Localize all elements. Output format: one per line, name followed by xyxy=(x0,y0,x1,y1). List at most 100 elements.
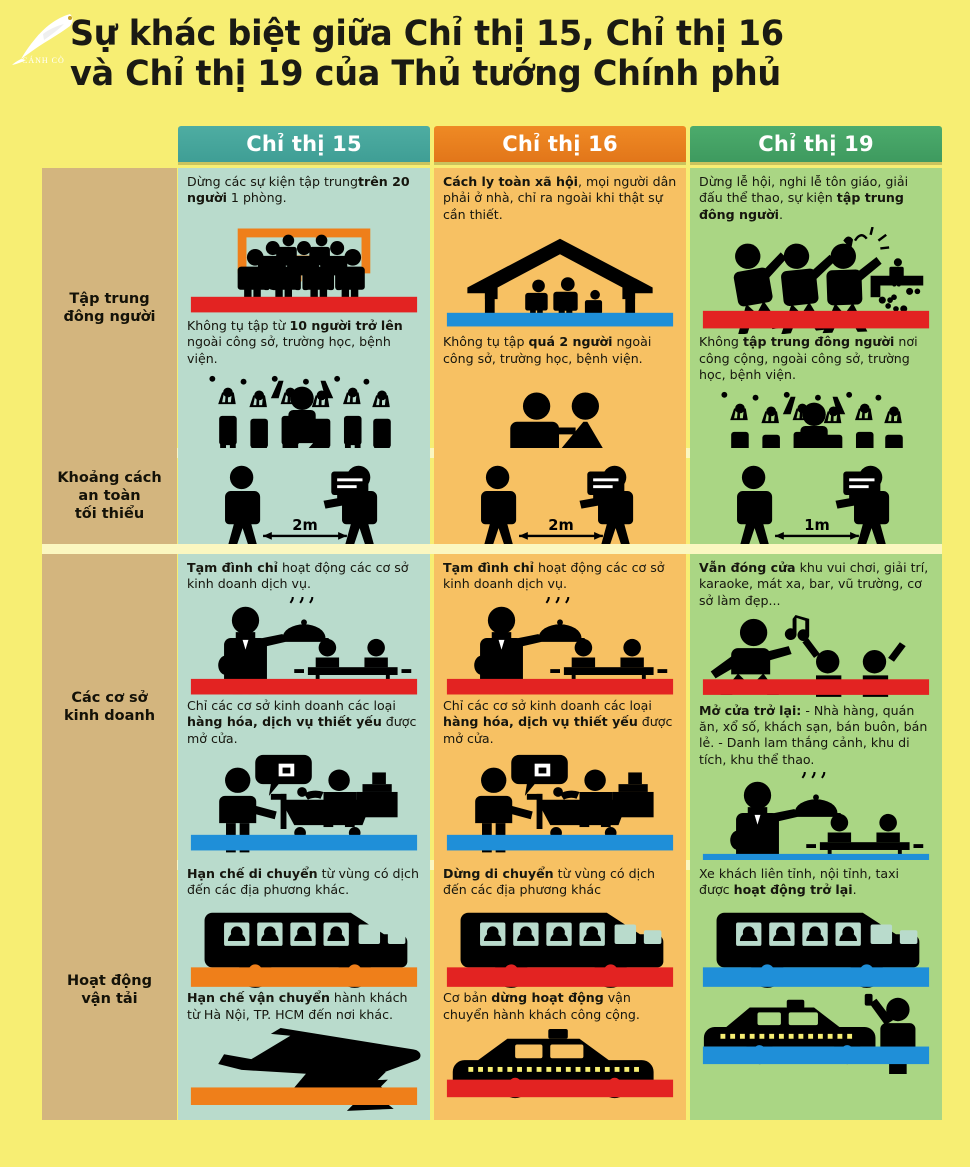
text-emphasis: hoạt động trở lại xyxy=(733,882,853,898)
text-tail: từ vùng có dịch đến các địa phương khác. xyxy=(187,866,419,898)
text-tail: ngoài công sở, trường học, bệnh viện. xyxy=(443,334,652,366)
crowd-cheering-icon xyxy=(187,371,421,448)
cell-text: Hạn chế vận chuyển hành khách từ Hà Nội,… xyxy=(187,990,421,1023)
logo-caption: CÁNH CÒ xyxy=(22,56,65,65)
text-lead: Dừng lễ hội, nghi lễ tôn giáo, giải đấu … xyxy=(699,174,909,206)
text-lead: Không tụ tập từ xyxy=(187,317,290,333)
text-emphasis: hàng hóa, dịch vụ thiết yếu xyxy=(443,714,638,730)
cell-text: Vẫn đóng cửa khu vui chơi, giải trí, kar… xyxy=(699,560,933,609)
text-lead: Chỉ các cơ sở kinh doanh các loại xyxy=(187,698,396,714)
text-emphasis: Dừng di chuyển xyxy=(443,866,554,881)
text-emphasis: 10 người trở lên xyxy=(289,317,403,333)
taxi-icon xyxy=(443,1027,677,1101)
text-emphasis: Tạm đình chỉ xyxy=(443,560,534,575)
cell-gathering-ct16[interactable]: Cách ly toàn xã hội, mọi người dân phải … xyxy=(434,168,686,448)
text-emphasis: quá 2 người xyxy=(528,334,613,350)
row-label-transport: Hoạt động vận tải xyxy=(42,860,177,1120)
crowd-cheering-icon xyxy=(699,387,933,448)
bus-icon xyxy=(443,903,677,991)
row-label-distance: Khoảng cách an toàn tối thiểu xyxy=(42,448,177,544)
cell-text: Không tụ tập quá 2 người ngoài công sở, … xyxy=(443,334,677,367)
svg-text:2m: 2m xyxy=(292,517,317,534)
column-header-label: Chỉ thị 16 xyxy=(502,132,618,156)
cell-distance-ct16[interactable]: 2m xyxy=(434,448,686,544)
page-header: CÁNH CÒ Sự khác biệt giữa Chỉ thị 15, Ch… xyxy=(0,0,970,122)
cell-business-ct19[interactable]: Vẫn đóng cửa khu vui chơi, giải trí, kar… xyxy=(690,554,942,860)
two-people-distance-icon: 2m xyxy=(443,454,677,544)
text-lead: Không xyxy=(699,334,743,350)
text-emphasis: trên 20 người xyxy=(187,174,410,206)
row-separator xyxy=(42,544,942,554)
text-tail: hoạt động các cơ sở kinh doanh dịch vụ. xyxy=(187,560,409,592)
cell-text: Chỉ các cơ sở kinh doanh các loại hàng h… xyxy=(187,698,421,747)
two-people-icon xyxy=(443,371,677,448)
column-header-ct16[interactable]: Chỉ thị 16 xyxy=(434,126,686,162)
text-emphasis: hàng hóa, dịch vụ thiết yếu xyxy=(187,714,382,730)
cell-text: Chỉ các cơ sở kinh doanh các loại hàng h… xyxy=(443,698,677,747)
cell-gathering-ct19[interactable]: Dừng lễ hội, nghi lễ tôn giáo, giải đấu … xyxy=(690,168,942,448)
cell-business-ct16[interactable]: Tạm đình chỉ hoạt động các cơ sở kinh do… xyxy=(434,554,686,860)
stork-logo: CÁNH CÒ xyxy=(10,8,82,66)
column-gutter xyxy=(430,122,434,1167)
two-people-distance-icon: 2m xyxy=(187,454,421,544)
text-emphasis: Tạm đình chỉ xyxy=(187,560,278,575)
text-tail: . xyxy=(778,206,783,222)
text-tail: , mọi người dân phải ở nhà, chỉ ra ngoài… xyxy=(443,174,677,222)
column-header-row: Chỉ thị 15 Chỉ thị 16 Chỉ thị 19 xyxy=(0,122,970,164)
cell-text: Dừng di chuyển từ vùng có dịch đến các đ… xyxy=(443,866,677,899)
text-emphasis: Hạn chế di chuyển xyxy=(187,866,318,881)
text-tail: vận chuyển hành khách công cộng. xyxy=(443,990,640,1022)
column-header-label: Chỉ thị 15 xyxy=(246,132,362,156)
text-lead: Xe khách liên tỉnh, nội tỉnh, taxi được xyxy=(699,866,900,898)
bus-icon xyxy=(699,903,933,991)
two-people-distance-icon: 1m xyxy=(699,454,933,544)
comparison-grid: Chỉ thị 15 Chỉ thị 16 Chỉ thị 19 Tập tru… xyxy=(0,122,970,1167)
text-tail: nơi công cộng, ngoài công sở, trường học… xyxy=(699,334,918,383)
text-lead: Chỉ các cơ sở kinh doanh các loại xyxy=(443,698,652,714)
text-tail: - Nhà hàng, quán ăn, xổ số, khách sạn, b… xyxy=(699,702,928,767)
column-header-ct15[interactable]: Chỉ thị 15 xyxy=(178,126,430,162)
cell-text: Không tập trung đông người nơi công cộng… xyxy=(699,334,933,383)
restaurant-waiter-icon xyxy=(443,596,677,698)
text-tail: khu vui chơi, giải trí, karaoke, mát xa,… xyxy=(699,560,929,608)
cell-text: Mở cửa trở lại: - Nhà hàng, quán ăn, xổ … xyxy=(699,703,933,768)
text-emphasis: dừng hoạt động xyxy=(491,990,604,1006)
text-tail: được mở cửa. xyxy=(187,714,417,746)
taxi-hailing-icon xyxy=(699,990,933,1075)
cell-business-ct15[interactable]: Tạm đình chỉ hoạt động các cơ sở kinh do… xyxy=(178,554,430,860)
text-tail: ngoài công sở, trường học, bệnh viện. xyxy=(187,334,391,366)
row-label-text: Khoảng cách an toàn tối thiểu xyxy=(57,469,162,523)
text-lead: Không tụ tập xyxy=(443,334,529,350)
supermarket-checkout-icon xyxy=(443,751,677,853)
cell-transport-ct15[interactable]: Hạn chế di chuyển từ vùng có dịch đến cá… xyxy=(178,860,430,1120)
cell-text: Không tụ tập từ 10 người trở lên ngoài c… xyxy=(187,318,421,367)
cell-text: Dừng lễ hội, nghi lễ tôn giáo, giải đấu … xyxy=(699,174,933,223)
row-label-text: Tập trung đông người xyxy=(63,290,156,325)
row-label-gathering: Tập trung đông người xyxy=(42,168,177,448)
restaurant-waiter-icon xyxy=(699,772,933,860)
text-lead: Dừng các sự kiện tập trung xyxy=(187,174,359,189)
column-header-ct19[interactable]: Chỉ thị 19 xyxy=(690,126,942,162)
cell-distance-ct15[interactable]: 2m xyxy=(178,448,430,544)
text-emphasis: Mở cửa trở lại: xyxy=(699,702,802,718)
text-tail: . xyxy=(852,882,857,898)
party-dancing-icon xyxy=(699,227,933,335)
cell-transport-ct16[interactable]: Dừng di chuyển từ vùng có dịch đến các đ… xyxy=(434,860,686,1120)
karaoke-bar-icon xyxy=(699,613,933,703)
text-tail: hành khách từ Hà Nội, TP. HCM đến nơi kh… xyxy=(187,990,408,1022)
crowd-stage-icon xyxy=(187,211,421,318)
text-emphasis: Cách ly toàn xã hội xyxy=(443,174,578,189)
text-emphasis: Hạn chế vận chuyển xyxy=(187,990,330,1006)
text-lead: Cơ bản xyxy=(443,990,492,1006)
cell-distance-ct19[interactable]: 1m xyxy=(690,448,942,544)
column-gutter xyxy=(686,122,690,1167)
row-label-text: Các cơ sở kinh doanh xyxy=(63,689,156,724)
cell-transport-ct19[interactable]: Xe khách liên tỉnh, nội tỉnh, taxi được … xyxy=(690,860,942,1120)
supermarket-checkout-icon xyxy=(187,751,421,853)
svg-text:2m: 2m xyxy=(548,517,573,534)
cell-text: Cơ bản dừng hoạt động vận chuyển hành kh… xyxy=(443,990,677,1023)
cell-gathering-ct15[interactable]: Dừng các sự kiện tập trungtrên 20 người … xyxy=(178,168,430,448)
bus-icon xyxy=(187,903,421,991)
text-tail: được mở cửa. xyxy=(443,714,673,746)
family-at-home-icon xyxy=(443,227,677,334)
